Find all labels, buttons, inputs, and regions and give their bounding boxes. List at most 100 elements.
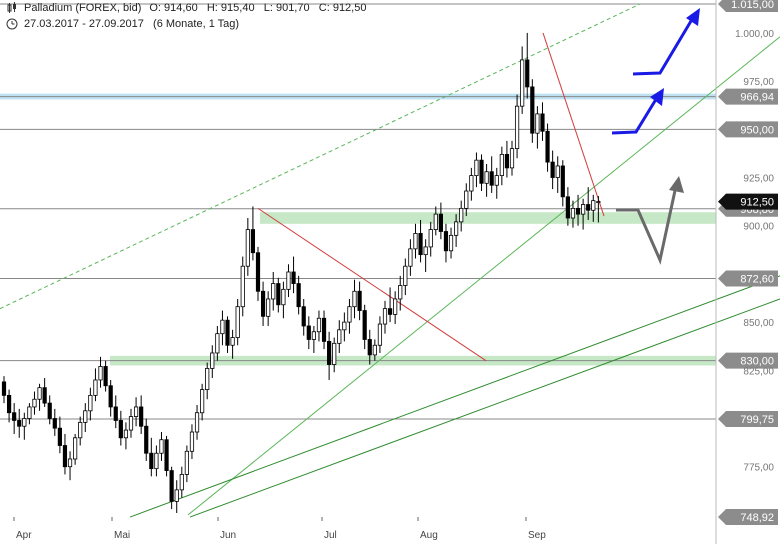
candle-body — [382, 308, 388, 325]
candle-body — [230, 337, 235, 346]
candle-body — [565, 196, 570, 219]
candle-body — [337, 329, 342, 344]
candle — [164, 435, 169, 477]
candle-body — [454, 221, 459, 236]
candle-body — [469, 175, 474, 192]
candle-body — [342, 321, 347, 331]
candle — [535, 106, 540, 149]
candle — [133, 397, 139, 427]
candle — [560, 160, 565, 207]
candle-body — [240, 265, 245, 308]
candle-body — [159, 439, 164, 454]
candle-body — [128, 416, 134, 431]
bull-arrow-lower — [611, 95, 660, 135]
candle — [570, 200, 576, 228]
y-tag — [718, 0, 778, 12]
candle-body — [459, 207, 464, 223]
y-tag-label: 799,75 — [740, 414, 774, 426]
candle-body — [103, 366, 108, 387]
candle-body — [281, 288, 286, 306]
candle — [255, 246, 261, 301]
clock-icon — [6, 18, 18, 30]
candle — [342, 312, 347, 342]
candle — [484, 164, 489, 197]
candle — [550, 150, 555, 190]
candle-body — [62, 445, 68, 468]
candle — [387, 287, 393, 323]
candle-body — [225, 319, 230, 346]
candle-body — [535, 113, 540, 134]
candle-body — [271, 283, 276, 300]
candle — [73, 433, 78, 465]
y-tag — [718, 121, 778, 138]
candle — [108, 379, 113, 417]
y-tag — [718, 352, 778, 369]
candle-body — [428, 229, 433, 248]
candle — [352, 279, 357, 319]
y-tag-label: 1.015,00 — [731, 0, 774, 11]
candle — [301, 298, 306, 336]
candle — [22, 412, 27, 440]
candle-body — [464, 190, 469, 209]
candle — [332, 337, 337, 373]
y-tag-label: 748,92 — [740, 512, 774, 524]
candle-body — [357, 290, 362, 311]
candle-body — [448, 234, 454, 252]
candle-body — [433, 213, 438, 230]
candle-body — [403, 265, 408, 286]
candle-body — [514, 105, 520, 149]
candle — [448, 227, 454, 259]
candle — [520, 46, 525, 114]
candle-body — [17, 420, 22, 427]
candle — [438, 202, 443, 240]
bear-arrowhead — [669, 176, 684, 193]
candle-body — [12, 412, 17, 421]
candle-body — [413, 233, 418, 250]
candle-body — [321, 317, 327, 342]
candle — [200, 383, 205, 421]
candle-body — [474, 159, 479, 176]
candle — [586, 187, 591, 220]
candle-body — [479, 159, 484, 184]
projection-arrows — [611, 8, 700, 265]
candle — [220, 310, 225, 346]
candle — [47, 395, 52, 425]
candle — [215, 325, 220, 361]
candle — [113, 395, 118, 429]
candle — [1, 376, 7, 404]
range-row: 27.03.2017 - 27.09.2017 (6 Monate, 1 Tag… — [0, 16, 366, 32]
bull-arrowhead-lower — [650, 88, 664, 106]
candle-body — [499, 153, 504, 176]
x-tick-label: Jun — [220, 530, 236, 541]
candle — [194, 405, 200, 440]
candle — [62, 433, 68, 475]
candle-body — [327, 340, 332, 365]
candle-body — [260, 290, 266, 317]
candle — [514, 94, 520, 159]
candle — [454, 214, 459, 247]
candle-body — [266, 298, 271, 317]
candle — [367, 329, 372, 365]
candle-body — [52, 418, 57, 429]
candle-body — [123, 429, 129, 439]
candle-body — [6, 394, 12, 414]
candle-body — [525, 59, 530, 88]
candle — [357, 281, 362, 321]
trend-primary-up — [187, 36, 780, 516]
candle — [98, 356, 103, 388]
candle — [393, 291, 398, 325]
candle — [67, 451, 73, 481]
candle-body — [179, 474, 184, 491]
candle-body — [423, 246, 428, 256]
x-tick-label: Aug — [420, 530, 438, 541]
candlesticks — [1, 32, 601, 513]
candlestick-icon — [6, 2, 18, 14]
candle — [433, 206, 438, 236]
candle-body — [570, 207, 576, 219]
candle-body — [184, 450, 189, 475]
candle-body — [235, 306, 240, 338]
candle — [271, 271, 276, 311]
trend-support-2 — [189, 298, 780, 518]
candle — [88, 387, 93, 421]
x-tick-label: Apr — [16, 530, 32, 541]
